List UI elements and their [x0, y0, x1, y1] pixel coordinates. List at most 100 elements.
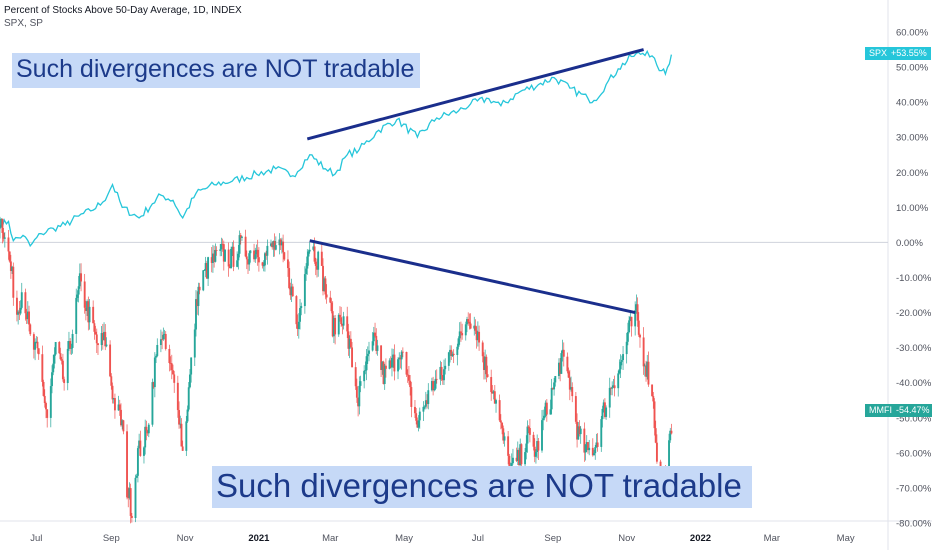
mmfi-candle [603, 402, 606, 417]
mmfi-candle [626, 332, 629, 342]
mmfi-candle [518, 449, 520, 466]
mmfi-candle [647, 361, 650, 385]
mmfi-candle [193, 329, 196, 358]
mmfi-candle [241, 236, 243, 238]
mmfi-candle [54, 342, 57, 355]
mmfi-candle [286, 259, 289, 269]
mmfi-candle [155, 355, 158, 358]
mmfi-candle [355, 386, 358, 398]
mmfi-candle [153, 357, 156, 388]
mmfi-candle [92, 306, 95, 324]
mmfi-candle [66, 348, 69, 384]
mmfi-candle [562, 349, 565, 357]
mmfi-candle [434, 378, 437, 389]
mmfi-candle [169, 363, 172, 364]
mmfi-candle [380, 345, 383, 370]
mmfi-candle [625, 341, 628, 355]
mmfi-candle [579, 428, 582, 435]
mmfi-candle [669, 430, 672, 441]
mmfi-candle [299, 308, 301, 322]
mmfi-candle [346, 316, 349, 332]
x-tick-label: 2021 [248, 533, 270, 544]
y-tick-label: 60.00% [896, 28, 929, 39]
y-tick-label: 30.00% [896, 133, 929, 144]
mmfi-candle [197, 286, 200, 307]
mmfi-candle [486, 374, 489, 378]
mmfi-candle [178, 410, 181, 425]
mmfi-candle [363, 370, 366, 382]
y-tick-label: 40.00% [896, 98, 929, 109]
mmfi-candle [176, 382, 179, 411]
mmfi-candle [303, 274, 306, 307]
mmfi-candle [459, 331, 462, 334]
y-tick-label: -10.00% [896, 273, 932, 284]
mmfi-candle [372, 332, 375, 342]
mmfi-candle [159, 339, 162, 345]
mmfi-candle [94, 331, 97, 335]
mmfi-candle [432, 381, 435, 391]
y-tick-label: -60.00% [896, 448, 932, 459]
mmfi-candle [560, 353, 563, 374]
mmfi-candle [173, 374, 176, 383]
mmfi-candle [618, 369, 621, 374]
mmfi-candle [610, 387, 612, 389]
mmfi-candle [185, 421, 188, 451]
mmfi-candle [307, 251, 310, 257]
mmfi-candle [593, 453, 595, 456]
mmfi-candle [557, 362, 560, 376]
mmfi-candle [280, 241, 283, 246]
mmfi-candle [228, 266, 231, 269]
mmfi-candle [236, 260, 239, 267]
mmfi-candle [78, 273, 81, 287]
mmfi-candle [2, 232, 5, 239]
mmfi-candle [227, 249, 230, 267]
mmfi-candle [423, 406, 426, 408]
mmfi-candle [527, 426, 530, 429]
mmfi-candle [187, 387, 190, 410]
mmfi-candle [357, 397, 360, 407]
mmfi-candle [668, 440, 670, 483]
x-tick-label: Sep [103, 533, 120, 544]
mmfi-candle [274, 245, 277, 250]
mmfi-candle [101, 332, 104, 341]
y-tick-label: -80.00% [896, 519, 932, 530]
mmfi-candle [59, 353, 62, 360]
mmfi-candle [196, 299, 199, 307]
mmfi-candle [231, 246, 234, 249]
mmfi-candle [457, 338, 460, 347]
mmfi-candle [354, 367, 357, 387]
mmfi-candle [297, 321, 300, 330]
mmfi-candle [503, 436, 506, 441]
mmfi-candle [409, 380, 412, 388]
mmfi-candle [29, 324, 32, 335]
mmfi-candle [439, 366, 442, 380]
mmfi-candle [71, 333, 74, 348]
mmfi-candle [495, 400, 497, 404]
mmfi-candle [161, 339, 164, 341]
mmfi-candle [35, 341, 38, 343]
mmfi-candle [588, 447, 591, 451]
mmfi-candle [32, 334, 35, 350]
mmfi-candle [485, 356, 488, 375]
y-tick-label: 10.00% [896, 203, 929, 214]
mmfi-candle [334, 317, 337, 335]
mmfi-candle [645, 365, 647, 377]
mmfi-candle [525, 443, 528, 453]
mmfi-candle [146, 430, 149, 434]
mmfi-candle [583, 428, 586, 453]
mmfi-candle [635, 304, 638, 311]
mmfi-candle [578, 426, 581, 435]
mmfi-candle [452, 353, 455, 356]
annotation-top: Such divergences are NOT tradable [12, 53, 421, 88]
mmfi-candle [670, 430, 673, 434]
mmfi-candle [271, 243, 274, 248]
mmfi-candle [198, 286, 201, 291]
mmfi-candle [422, 406, 425, 412]
mmfi-candle [596, 442, 599, 447]
mmfi-candle [168, 348, 171, 364]
mmfi-candle [584, 444, 587, 453]
mmfi-candle [3, 237, 6, 239]
mmfi-candle [0, 224, 1, 229]
mmfi-candle [348, 338, 351, 349]
